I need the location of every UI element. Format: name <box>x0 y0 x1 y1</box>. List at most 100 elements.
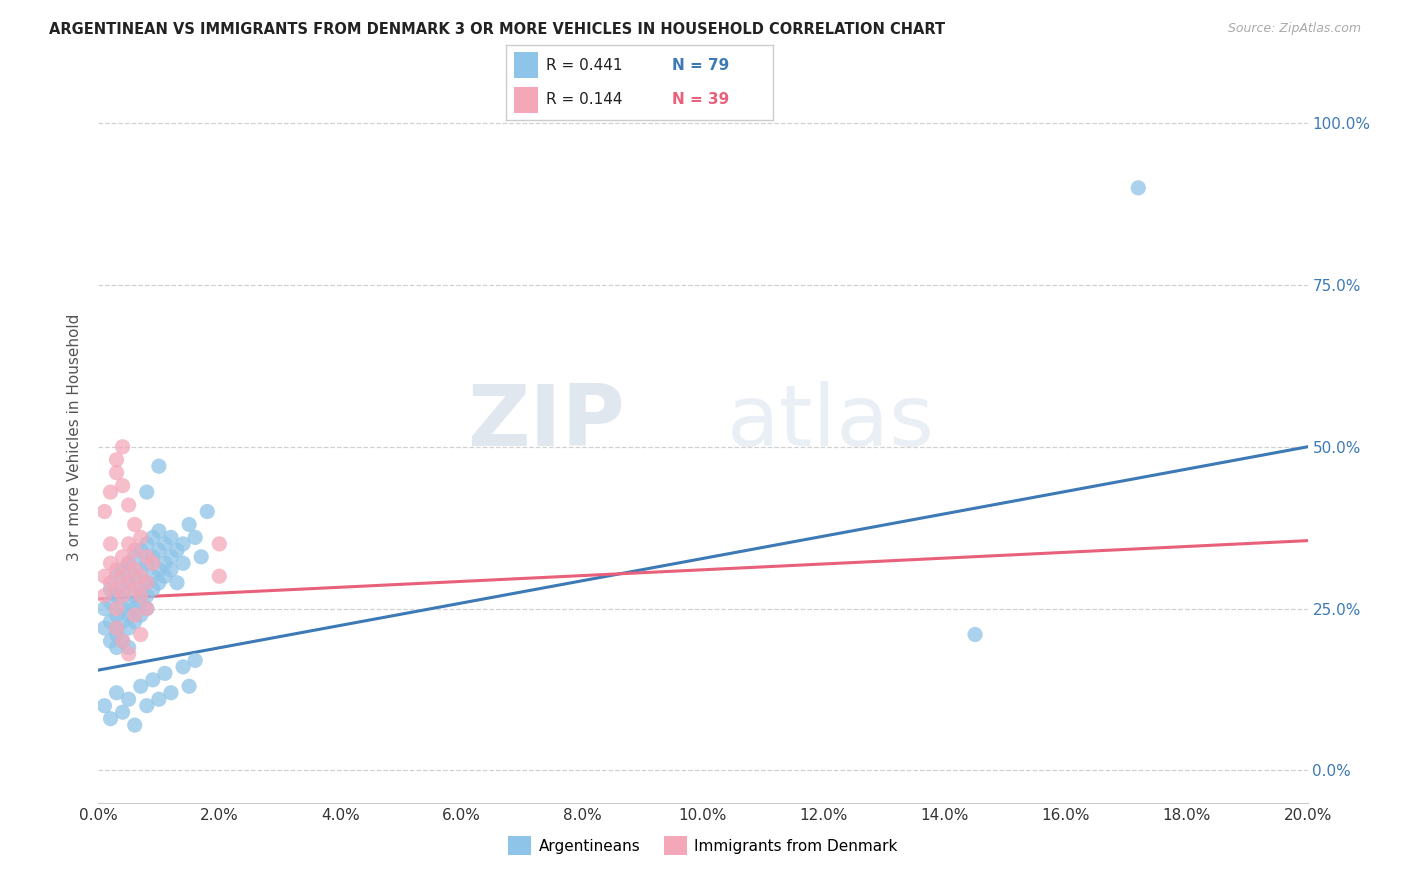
Point <box>118 557 141 571</box>
Point <box>100 485 122 500</box>
Point <box>965 627 987 641</box>
Bar <box>515 87 538 112</box>
Point <box>135 698 157 713</box>
Point <box>160 686 183 700</box>
Point <box>124 549 146 564</box>
Point <box>190 549 212 564</box>
Point <box>208 569 231 583</box>
Text: N = 79: N = 79 <box>672 58 730 72</box>
Point <box>93 601 115 615</box>
Point <box>100 537 122 551</box>
Point <box>111 705 134 719</box>
Point <box>93 504 115 518</box>
Point <box>135 575 157 590</box>
Point <box>111 440 134 454</box>
Text: ARGENTINEAN VS IMMIGRANTS FROM DENMARK 3 OR MORE VEHICLES IN HOUSEHOLD CORRELATI: ARGENTINEAN VS IMMIGRANTS FROM DENMARK 3… <box>49 22 945 37</box>
Point <box>100 575 122 590</box>
Point <box>100 712 122 726</box>
Point <box>118 575 141 590</box>
Point <box>124 563 146 577</box>
Point <box>105 589 128 603</box>
Point <box>93 569 115 583</box>
Text: atlas: atlas <box>727 381 935 464</box>
Point <box>118 595 141 609</box>
Point <box>148 459 170 474</box>
Point <box>153 666 176 681</box>
Point <box>111 634 134 648</box>
Point <box>100 634 122 648</box>
Point <box>172 537 194 551</box>
Point <box>179 517 201 532</box>
Point <box>111 549 134 564</box>
Point <box>124 608 146 623</box>
Point <box>135 485 157 500</box>
Point <box>93 698 115 713</box>
Text: ZIP: ZIP <box>467 381 624 464</box>
Point <box>160 563 183 577</box>
Point <box>135 557 157 571</box>
Point <box>105 466 128 480</box>
Point <box>172 660 194 674</box>
Point <box>118 537 141 551</box>
Legend: Argentineans, Immigrants from Denmark: Argentineans, Immigrants from Denmark <box>502 830 904 861</box>
Point <box>124 601 146 615</box>
Point <box>148 524 170 538</box>
Point <box>124 615 146 629</box>
Point <box>135 537 157 551</box>
Point <box>100 557 122 571</box>
Point <box>153 557 176 571</box>
Point <box>118 640 141 655</box>
Point <box>124 543 146 558</box>
Point <box>129 530 152 544</box>
Point <box>105 627 128 641</box>
Point <box>118 608 141 623</box>
Point <box>129 608 152 623</box>
Point <box>135 601 157 615</box>
Point <box>148 563 170 577</box>
Point <box>160 530 183 544</box>
Point <box>111 589 134 603</box>
Point <box>1128 181 1150 195</box>
Point <box>105 563 128 577</box>
Point <box>93 621 115 635</box>
Point <box>118 557 141 571</box>
Point <box>105 640 128 655</box>
Point <box>111 634 134 648</box>
Point <box>142 557 165 571</box>
Point <box>142 530 165 544</box>
Point <box>100 582 122 597</box>
Point <box>105 608 128 623</box>
Point <box>184 530 207 544</box>
Point <box>111 563 134 577</box>
Point <box>105 621 128 635</box>
Point <box>100 615 122 629</box>
Point <box>111 569 134 583</box>
Point <box>118 692 141 706</box>
Point <box>118 575 141 590</box>
Point <box>148 692 170 706</box>
Point <box>195 504 218 518</box>
Point <box>129 679 152 693</box>
Point <box>105 601 128 615</box>
Point <box>118 647 141 661</box>
Point <box>184 653 207 667</box>
Point <box>179 679 201 693</box>
Point <box>172 557 194 571</box>
Text: R = 0.441: R = 0.441 <box>546 58 623 72</box>
Text: N = 39: N = 39 <box>672 93 730 107</box>
Point <box>142 549 165 564</box>
Point <box>153 537 176 551</box>
Point <box>129 543 152 558</box>
Point <box>124 517 146 532</box>
Text: R = 0.144: R = 0.144 <box>546 93 623 107</box>
Point <box>93 589 115 603</box>
Point <box>148 575 170 590</box>
Point <box>129 589 152 603</box>
Point <box>111 582 134 597</box>
Point <box>118 498 141 512</box>
Point <box>118 621 141 635</box>
Bar <box>515 52 538 78</box>
Point <box>142 582 165 597</box>
Point <box>105 452 128 467</box>
Point <box>166 575 188 590</box>
